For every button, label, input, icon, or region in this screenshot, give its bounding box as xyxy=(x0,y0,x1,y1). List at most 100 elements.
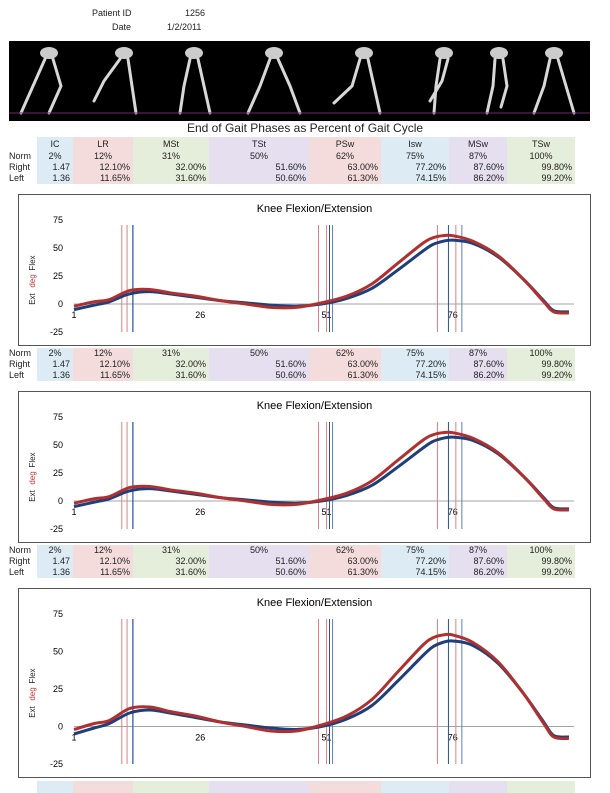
norm-value: 62% xyxy=(335,151,354,161)
phase-cell xyxy=(449,348,507,381)
right-value: 12.10% xyxy=(99,556,130,566)
phase-cell: TSt xyxy=(209,137,309,151)
phase-cell xyxy=(381,781,449,793)
left-value: 31.60% xyxy=(175,173,206,183)
chart-title: Knee Flexion/Extension xyxy=(257,203,373,215)
y-tick-label: 75 xyxy=(53,215,63,225)
norm-value: 2% xyxy=(48,545,62,555)
row-label-norm: Norm xyxy=(9,348,31,358)
date-value: 1/2/2011 xyxy=(167,22,202,32)
left-value: 50.60% xyxy=(275,370,306,380)
y-axis-label-part: deg xyxy=(28,274,37,287)
phase-cell xyxy=(73,151,133,184)
right-value: 99.80% xyxy=(541,359,572,369)
phase-cell xyxy=(73,545,133,578)
norm-value: 75% xyxy=(405,545,424,555)
left-value: 86.20% xyxy=(473,567,504,577)
row-label-right: Right xyxy=(9,162,31,172)
y-tick-label: -25 xyxy=(50,327,63,337)
left-value: 61.30% xyxy=(347,370,378,380)
x-tick-label: 76 xyxy=(448,507,458,517)
left-value: 99.20% xyxy=(541,173,572,183)
y-tick-label: -25 xyxy=(50,759,63,769)
y-tick-label: 50 xyxy=(53,440,63,450)
y-tick-label: 25 xyxy=(53,271,63,281)
norm-value: 50% xyxy=(249,348,268,358)
x-tick-label: 26 xyxy=(195,733,205,743)
norm-value: 31% xyxy=(161,545,180,555)
phase-cell xyxy=(381,151,449,184)
right-value: 12.10% xyxy=(99,162,130,172)
phase-cell xyxy=(37,545,73,578)
y-axis-label-part: deg xyxy=(28,471,37,484)
y-axis-label-part: Flex xyxy=(28,668,37,683)
left-value: 1.36 xyxy=(52,370,70,380)
right-value: 1.47 xyxy=(52,359,70,369)
patient-id-label: Patient ID xyxy=(92,8,132,18)
left-value: 99.20% xyxy=(541,567,572,577)
right-value: 87.60% xyxy=(473,556,504,566)
left-value: 61.30% xyxy=(347,567,378,577)
phase-cell: MSt xyxy=(133,137,209,151)
right-value: 51.60% xyxy=(275,359,306,369)
patient-id-value: 1256 xyxy=(185,8,206,18)
phase-cell: IC xyxy=(37,137,73,151)
norm-value: 2% xyxy=(48,151,62,161)
norm-value: 100% xyxy=(529,545,553,555)
left-value: 86.20% xyxy=(473,173,504,183)
chart-title: Knee Flexion/Extension xyxy=(257,400,373,412)
phase-cell xyxy=(381,348,449,381)
x-tick-label: 26 xyxy=(195,310,205,320)
left-value: 74.15% xyxy=(415,370,446,380)
left-value: 50.60% xyxy=(275,567,306,577)
phase-cell: Isw xyxy=(381,137,449,151)
norm-value: 31% xyxy=(161,348,180,358)
row-label-left: Left xyxy=(9,370,25,380)
norm-value: 75% xyxy=(405,348,424,358)
left-value: 11.65% xyxy=(100,370,130,380)
right-value: 87.60% xyxy=(473,162,504,172)
y-axis-label-part: Ext xyxy=(28,489,37,501)
phase-cell xyxy=(37,348,73,381)
y-axis-label: Ext deg Flex xyxy=(28,255,37,304)
row-label-left: Left xyxy=(9,173,25,183)
y-axis-label-part: Ext xyxy=(28,292,37,304)
phase-cell xyxy=(309,781,381,793)
phase-cell xyxy=(209,545,309,578)
row-label-right: Right xyxy=(9,556,31,566)
series-line-right xyxy=(73,238,570,314)
left-value: 31.60% xyxy=(175,370,206,380)
y-tick-label: 0 xyxy=(58,722,63,732)
norm-value: 100% xyxy=(529,348,553,358)
y-axis-label-part: Flex xyxy=(28,255,37,270)
y-axis-label-part: deg xyxy=(28,687,37,700)
series-line-left xyxy=(73,430,570,512)
right-value: 32.00% xyxy=(175,359,206,369)
left-value: 11.65% xyxy=(100,567,130,577)
norm-value: 100% xyxy=(529,151,553,161)
norm-value: 12% xyxy=(93,151,112,161)
y-axis-label-part: Ext xyxy=(28,705,37,717)
series-line-left xyxy=(73,233,570,315)
phase-cell xyxy=(133,151,209,184)
x-tick-label: 26 xyxy=(195,507,205,517)
norm-value: 31% xyxy=(161,151,180,161)
gait-skeleton-strip xyxy=(9,41,590,121)
phase-cell xyxy=(507,781,575,793)
phase-cell xyxy=(507,348,575,381)
right-value: 12.10% xyxy=(99,359,130,369)
phase-cell xyxy=(449,781,507,793)
right-value: 63.00% xyxy=(347,359,378,369)
x-tick-label: 1 xyxy=(71,733,76,743)
y-tick-label: 75 xyxy=(53,609,63,619)
phase-cell xyxy=(133,348,209,381)
norm-value: 50% xyxy=(249,151,268,161)
phase-cell: MSw xyxy=(449,137,507,151)
phase-cell xyxy=(133,781,209,793)
x-tick-label: 76 xyxy=(448,733,458,743)
right-value: 99.80% xyxy=(541,162,572,172)
phase-cell xyxy=(209,781,309,793)
phase-cell xyxy=(507,545,575,578)
phase-cell xyxy=(309,545,381,578)
phase-cell xyxy=(507,151,575,184)
